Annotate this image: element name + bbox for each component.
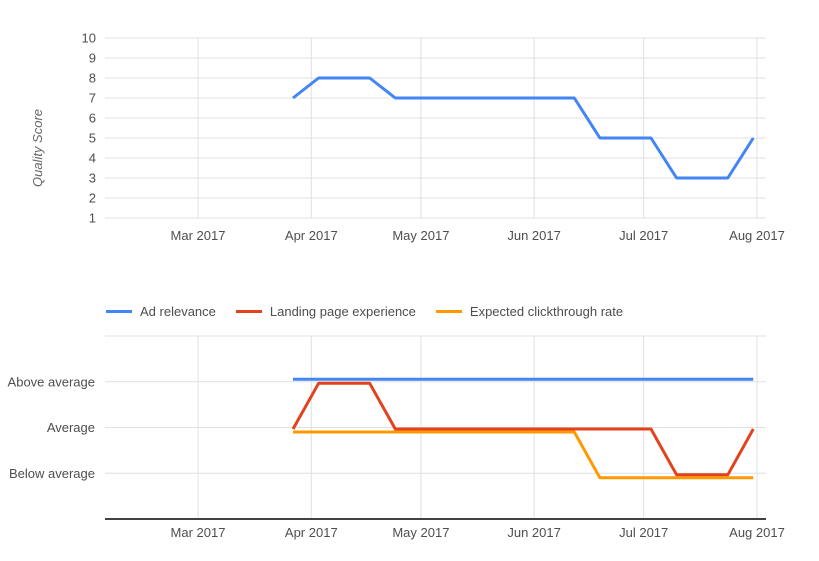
x-axis-tick-label: Mar 2017 xyxy=(171,228,226,243)
x-axis-tick-label: May 2017 xyxy=(392,525,449,540)
series-line-quality-score xyxy=(292,76,755,180)
x-axis-tick-label: Apr 2017 xyxy=(285,525,338,540)
y-axis-title: Quality Score xyxy=(30,109,45,187)
legend-swatch-landing-page-experience xyxy=(235,309,262,313)
series-line-landing-page-experience xyxy=(291,381,755,477)
y-axis-tick-label: 10 xyxy=(82,31,96,46)
series-line-expected-clickthrough-rate xyxy=(293,430,754,480)
y-axis-tick-label: 1 xyxy=(89,211,96,226)
y-axis-tick-label: 9 xyxy=(89,51,96,66)
legend-swatch-expected-clickthrough-rate xyxy=(435,309,462,313)
y-axis-tick-label: 2 xyxy=(89,191,96,206)
legend-label-expected-clickthrough-rate: Expected clickthrough rate xyxy=(469,303,624,319)
x-axis-tick-label: Jul 2017 xyxy=(619,228,668,243)
x-axis-tick-label: Jun 2017 xyxy=(507,525,561,540)
y-axis-category-label: Below average xyxy=(9,466,95,481)
legend-label-ad-relevance: Ad relevance xyxy=(140,303,216,319)
x-axis-tick-label: Jul 2017 xyxy=(619,525,668,540)
legend-label-landing-page-experience: Landing page experience xyxy=(269,303,416,319)
y-axis-tick-label: 5 xyxy=(89,131,96,146)
x-axis-tick-label: Apr 2017 xyxy=(285,228,338,243)
y-axis-tick-label: 3 xyxy=(89,171,96,186)
component-rating-chart: Above average Average Below average Mar 201… xyxy=(8,335,785,540)
x-axis-tick-label: Aug 2017 xyxy=(729,228,785,243)
x-axis-tick-label: May 2017 xyxy=(392,228,449,243)
legend: Ad relevance Landing page experience Exp… xyxy=(106,303,623,319)
x-axis-tick-label: Aug 2017 xyxy=(729,525,785,540)
legend-item-landing-page-experience: Landing page experience xyxy=(235,303,416,319)
x-axis-tick-label: Jun 2017 xyxy=(507,228,561,243)
y-axis-tick-label: 7 xyxy=(89,91,96,106)
y-axis-tick-label: 8 xyxy=(89,71,96,86)
y-axis-tick-label: 6 xyxy=(89,111,96,126)
quality-score-chart: 10 9 8 7 6 5 4 3 2 1 Mar 2017 Apr 2017 May 2017 Jun 2… xyxy=(30,31,785,244)
x-axis-tick-label: Mar 2017 xyxy=(171,525,226,540)
legend-swatch-ad-relevance xyxy=(106,309,132,313)
y-axis-tick-label: 4 xyxy=(89,151,96,166)
y-axis-category-label: Above average xyxy=(8,374,95,389)
legend-item-ad-relevance: Ad relevance xyxy=(106,304,216,319)
y-axis-category-label: Average xyxy=(47,420,95,435)
legend-item-expected-clickthrough-rate: Expected clickthrough rate xyxy=(435,303,624,319)
